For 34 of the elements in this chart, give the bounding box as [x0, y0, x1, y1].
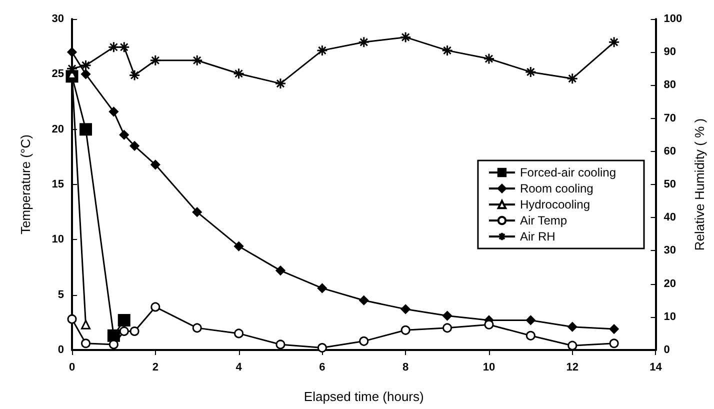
y2-tick-label: 80 [664, 79, 676, 92]
legend-label: Room cooling [520, 182, 594, 196]
y-tick-label: 0 [58, 344, 64, 356]
y2-tick-label: 20 [664, 278, 676, 290]
y2-axis-title: Relative Humidity ( % ) [692, 118, 707, 251]
y-tick-label: 10 [52, 234, 64, 246]
x-axis-title: Elapsed time (hours) [304, 389, 424, 404]
x-tick-label: 8 [402, 362, 409, 374]
x-tick-label: 10 [482, 362, 496, 374]
y-tick-label: 20 [52, 123, 64, 136]
legend-label: Air Temp [520, 214, 568, 228]
legend-label: Forced-air cooling [520, 166, 616, 180]
y-tick-label: 25 [52, 68, 64, 80]
y2-tick-label: 60 [664, 145, 676, 158]
x-tick-label: 12 [566, 362, 578, 374]
y-tick-label: 30 [52, 13, 64, 25]
y-tick-label: 5 [58, 288, 64, 301]
legend-label: Air RH [520, 230, 556, 244]
y2-tick-label: 10 [664, 310, 676, 323]
legend-label: Hydrocooling [520, 198, 590, 212]
y2-tick-label: 100 [664, 13, 682, 25]
x-tick-label: 4 [236, 362, 243, 374]
x-tick-label: 0 [68, 362, 76, 374]
y2-tick-label: 70 [664, 112, 676, 124]
y2-tick-label: 90 [664, 46, 676, 58]
y2-tick-label: 0 [664, 344, 670, 356]
x-tick-label: 2 [152, 362, 158, 374]
y-tick-label: 15 [52, 178, 64, 190]
y2-tick-label: 50 [664, 178, 676, 190]
x-tick-label: 14 [650, 362, 663, 374]
x-tick-label: 6 [319, 362, 326, 374]
y2-tick-label: 30 [664, 244, 676, 257]
y2-tick-label: 40 [664, 212, 676, 224]
y-axis-title: Temperature (°C) [18, 134, 33, 234]
